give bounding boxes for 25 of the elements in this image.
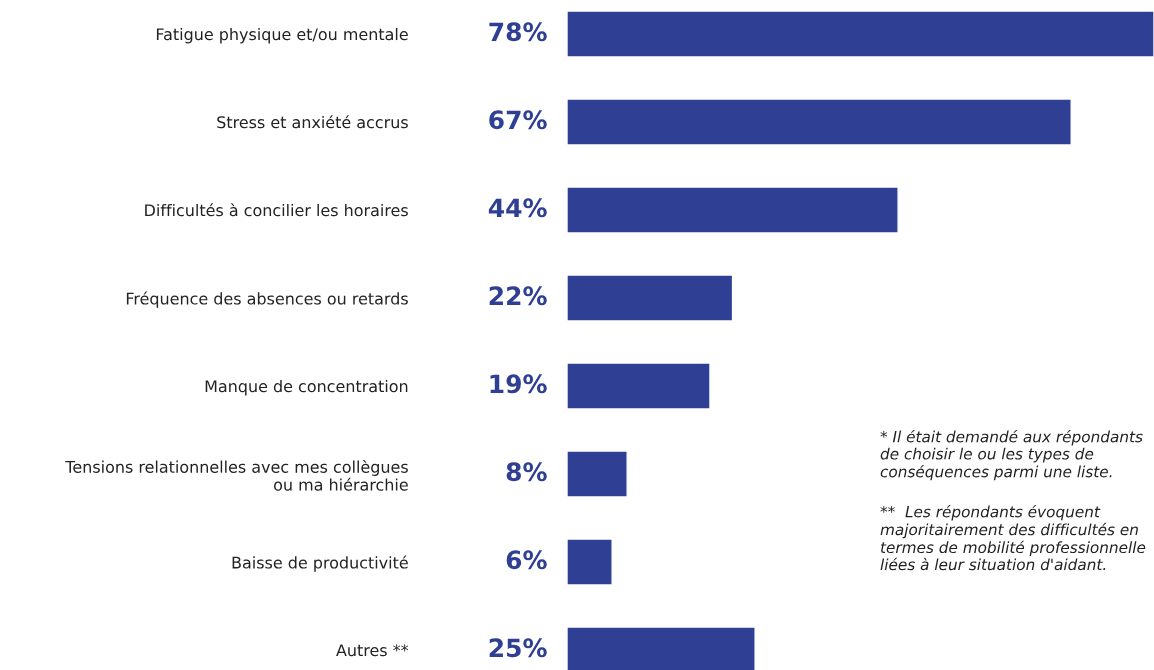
data-label: 8% (506, 462, 547, 482)
bar (567, 10, 1154, 58)
bar (567, 274, 734, 322)
y-tick-label: Tensions relationnelles avec mes collègues ou ma hiérarchie (65, 459, 408, 491)
data-label: 25% (489, 638, 547, 658)
data-label: 67% (489, 110, 547, 130)
y-tick-label: Fatigue physique et/ou mentale (156, 27, 408, 44)
y-tick-label: Fréquence des absences ou retards (126, 291, 408, 308)
bar (567, 450, 628, 498)
bar (567, 362, 711, 410)
data-label: 44% (488, 198, 547, 218)
data-label: 6% (506, 550, 547, 570)
y-tick-label: Manque de concentration (205, 379, 408, 396)
annotation: ** Les répondants évoquent majoritairement des difficultés en termes de mobilité professionnelle liées à leur situation d'aidant. (880, 505, 1146, 571)
bar (567, 538, 613, 586)
data-label: 78% (489, 22, 547, 42)
y-tick-label: Stress et anxiété accrus (217, 115, 408, 129)
data-label: 22% (489, 286, 547, 306)
data-label: 19% (490, 374, 547, 394)
bar (567, 98, 1072, 146)
y-tick-label: Difficultés à concilier les horaires (145, 203, 408, 217)
y-tick-label: Baisse de productivité (232, 555, 408, 572)
bar (567, 186, 899, 234)
y-tick-label: Autres ** (336, 644, 409, 657)
annotation: * Il était demandé aux répondants de choisir le ou les types de conséquences parmi une liste. (880, 430, 1143, 481)
